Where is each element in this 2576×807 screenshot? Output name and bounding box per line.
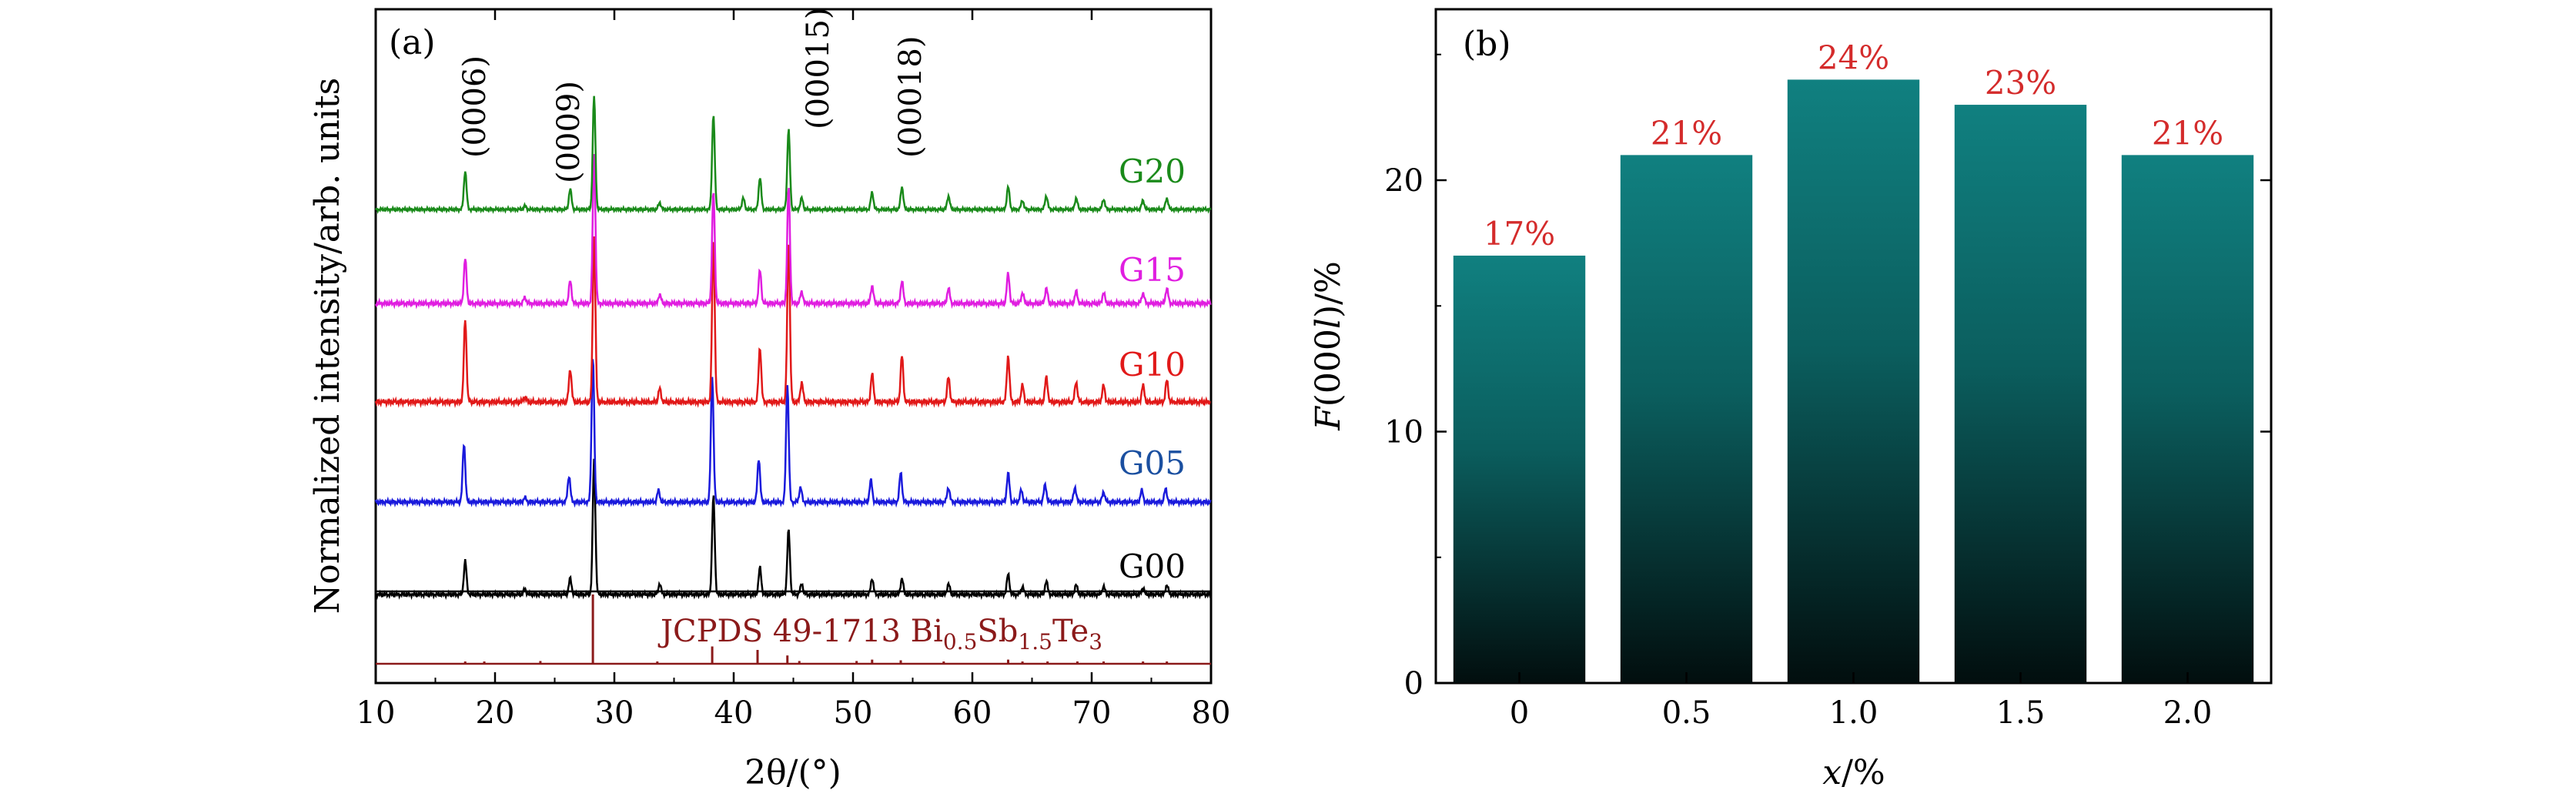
xrd-plot-frame [374,8,1213,685]
x-tick-label: 1.0 [1829,695,1878,731]
series-label-g15: G15 [1119,251,1186,289]
x-tick-label: 10 [356,695,396,731]
xrd-series-group [374,95,1212,601]
bar [1787,79,1920,683]
bar-axis-ticks: 0 0.5 1.0 1.5 2.0 0 10 20 [1384,53,2271,731]
panel-b-label: (b) [1463,25,1511,64]
xrd-series-line [374,154,1212,310]
bar-y-title-f: F [1309,406,1348,431]
bar-y-axis-title: F(000l)/% [1309,261,1348,431]
peak-label: (00018) [893,36,928,158]
xrd-x-axis-title: 2θ/(°) [744,753,841,792]
bar-x-title-var: x [1822,753,1842,792]
xrd-y-axis-title: Normalized intensity/arb. units [308,78,347,614]
reference-sub-bi: 0.5 [943,629,978,655]
xrd-reference-pattern [376,594,1211,665]
x-tick-label: 40 [714,695,754,731]
y-tick-label: 0 [1404,666,1423,702]
bar-group: 17% 21% 24% 23% 21% [1453,39,2254,684]
reference-sub-te: 3 [1089,629,1102,655]
xrd-series-line [374,95,1212,215]
peak-label: (0006) [457,55,493,158]
reference-sb: Sb [977,614,1018,649]
panel-a-label: (a) [389,23,436,62]
xrd-series-line [374,359,1212,508]
y-tick-label: 10 [1384,415,1423,450]
x-tick-label: 80 [1192,695,1231,731]
x-tick-label: 0.5 [1662,695,1711,731]
series-label-g10: G10 [1119,346,1186,383]
reference-name: JCPDS 49-1713 Bi [657,614,943,649]
series-label-g20: G20 [1119,152,1186,190]
x-tick-label: 70 [1072,695,1112,731]
bar [1453,255,1586,684]
x-tick-label: 50 [834,695,873,731]
x-tick-label: 20 [476,695,515,731]
bar [1954,105,2087,684]
peak-label: (0009) [551,81,587,183]
xrd-series-line [375,458,1212,601]
bar-y-title-l: l [1309,318,1348,329]
bar [2121,155,2254,684]
y-tick-label: 20 [1384,163,1423,199]
bar-y-title-suffix: )/% [1309,261,1348,318]
bar-panel: 17% 21% 24% 23% 21% 0 0.5 1.0 1.5 2.0 0 10 20 (b) F… [1309,8,2273,792]
reference-pattern-label: JCPDS 49-1713 Bi0.5Sb1.5Te3 [657,614,1102,655]
bar [1620,155,1753,684]
x-tick-label: 60 [953,695,992,731]
xrd-panel: 10 20 30 40 50 60 70 80 (a) (0006) (0009) (0001… [308,8,1230,792]
x-tick-label: 0 [1510,695,1529,731]
x-tick-label: 2.0 [2163,695,2213,731]
xrd-x-ticks: 10 20 30 40 50 60 70 80 [356,9,1231,731]
bar-value-label: 21% [1651,114,1722,152]
bar-value-label: 23% [1985,64,2056,102]
bar-value-label: 21% [2152,114,2223,152]
reference-te: Te [1052,614,1089,649]
series-label-g00: G00 [1119,547,1186,585]
peak-label: (00015) [801,8,836,129]
x-tick-label: 30 [595,695,634,731]
x-tick-label: 1.5 [1996,695,2046,731]
reference-sub-sb: 1.5 [1018,629,1052,655]
bar-x-title-unit: /% [1842,753,1885,792]
bar-value-label: 17% [1484,215,1555,253]
xrd-series-line [374,236,1211,409]
bar-y-title-arg: (000 [1309,329,1348,407]
series-label-g05: G05 [1119,444,1186,482]
bar-x-axis-title: x/% [1822,753,1885,792]
bar-value-label: 24% [1818,39,1889,76]
